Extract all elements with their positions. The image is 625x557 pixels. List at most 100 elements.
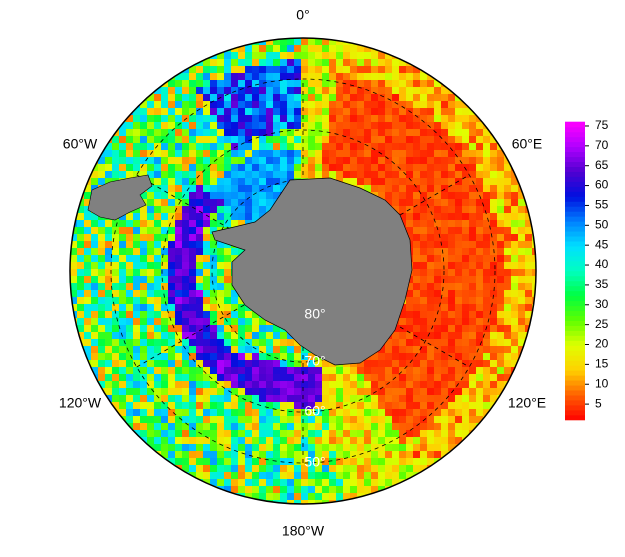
field-cell [91,234,98,241]
field-cell [147,220,154,227]
field-cell [224,178,231,185]
field-cell [392,472,399,479]
field-cell [490,262,497,269]
field-cell [525,192,532,199]
field-cell [98,164,105,171]
field-cell [252,388,259,395]
field-cell [399,59,406,66]
field-cell [119,318,126,325]
field-cell [434,80,441,87]
field-cell [280,479,287,486]
field-cell [84,276,91,283]
field-cell [84,346,91,353]
field-cell [322,73,329,80]
field-cell [196,472,203,479]
field-cell [399,87,406,94]
field-cell [469,101,476,108]
field-cell [294,465,301,472]
field-cell [133,325,140,332]
field-cell [357,66,364,73]
colorbar-segment [565,414,585,421]
field-cell [308,402,315,409]
field-cell [98,374,105,381]
field-cell [336,451,343,458]
field-cell [217,430,224,437]
field-cell [455,276,462,283]
field-cell [203,178,210,185]
field-cell [231,66,238,73]
field-cell [126,311,133,318]
field-cell [273,346,280,353]
field-cell [462,94,469,101]
field-cell [385,458,392,465]
field-cell [490,395,497,402]
field-cell [245,486,252,493]
field-cell [504,262,511,269]
field-cell [133,115,140,122]
field-cell [280,381,287,388]
field-cell [406,423,413,430]
field-cell [175,367,182,374]
field-cell [434,430,441,437]
field-cell [322,423,329,430]
field-cell [329,374,336,381]
field-cell [385,66,392,73]
field-cell [182,388,189,395]
field-cell [413,157,420,164]
field-cell [427,416,434,423]
field-cell [91,360,98,367]
field-cell [469,381,476,388]
field-cell [119,367,126,374]
colorbar-segment [565,290,585,297]
field-cell [287,353,294,360]
field-cell [224,52,231,59]
field-cell [308,80,315,87]
field-cell [336,143,343,150]
field-cell [280,465,287,472]
field-cell [504,227,511,234]
field-cell [504,234,511,241]
field-cell [259,395,266,402]
field-cell [238,248,245,255]
field-cell [294,416,301,423]
field-cell [217,332,224,339]
field-cell [427,80,434,87]
field-cell [413,164,420,171]
field-cell [350,122,357,129]
field-cell [224,220,231,227]
field-cell [259,143,266,150]
field-cell [399,157,406,164]
field-cell [315,500,322,504]
field-cell [483,213,490,220]
field-cell [427,297,434,304]
field-cell [182,374,189,381]
field-cell [448,283,455,290]
field-cell [154,150,161,157]
field-cell [301,423,308,430]
field-cell [182,220,189,227]
field-cell [497,269,504,276]
field-cell [413,66,420,73]
field-cell [434,206,441,213]
colorbar-segment [565,300,585,307]
field-cell [273,101,280,108]
field-cell [98,178,105,185]
field-cell [133,332,140,339]
field-cell [182,416,189,423]
colorbar-segment [565,330,585,336]
field-cell [427,185,434,192]
field-cell [378,465,385,472]
field-cell [245,94,252,101]
colorbar-segment [565,216,585,222]
field-cell [448,101,455,108]
field-cell [84,234,91,241]
field-cell [147,283,154,290]
field-cell [196,73,203,80]
field-cell [266,416,273,423]
field-cell [224,150,231,157]
field-cell [203,339,210,346]
field-cell [504,360,511,367]
field-cell [189,136,196,143]
field-cell [315,430,322,437]
field-cell [406,185,413,192]
